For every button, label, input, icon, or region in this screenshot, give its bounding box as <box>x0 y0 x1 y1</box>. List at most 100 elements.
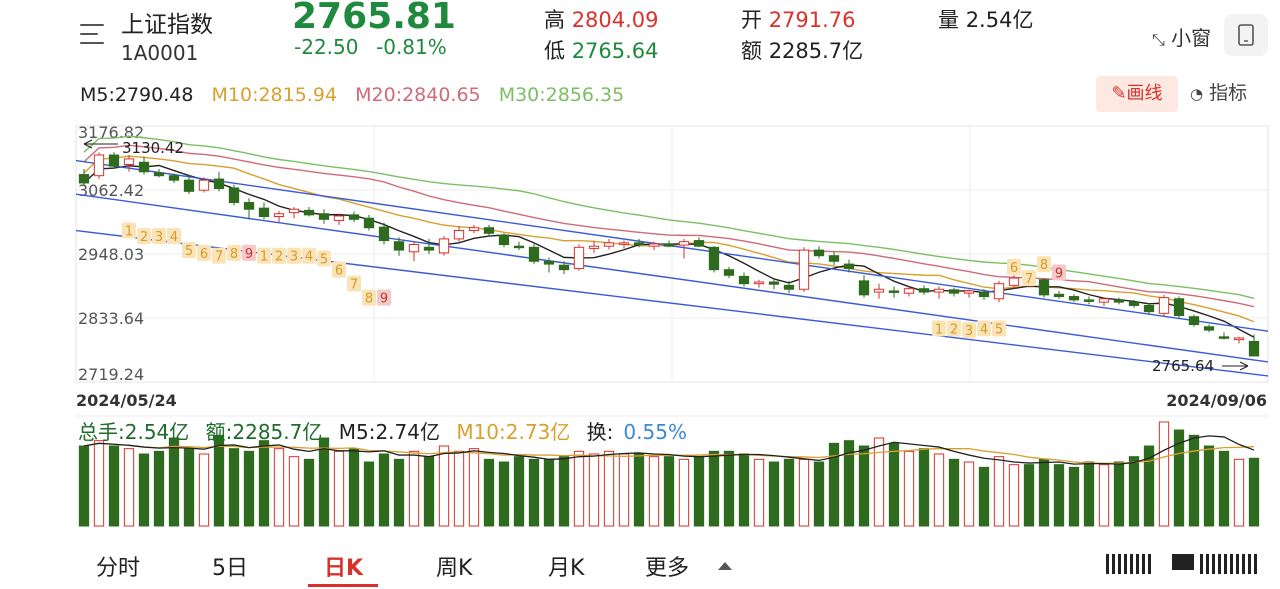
min-price-label: 2765.64 <box>1152 357 1214 375</box>
tab-more[interactable]: 更多 <box>645 556 690 581</box>
counter-label: 2 <box>275 250 283 265</box>
counter-badge <box>227 244 241 261</box>
candle-body <box>978 291 990 298</box>
volume-bar <box>693 456 705 527</box>
ma-legend: M5:2790.48 M10:2815.94 M20:2840.65 M30:2… <box>80 84 636 106</box>
volume-bar <box>603 450 615 527</box>
volume-value: 量 2.54亿 <box>938 8 1034 32</box>
counter-label: 5 <box>320 252 328 267</box>
candle-body <box>813 249 825 257</box>
open-value: 开 2791.76 <box>741 8 856 32</box>
y-tick-label: 2719.24 <box>78 365 144 384</box>
vol-ma5-line <box>83 435 1255 465</box>
candle-body <box>183 179 195 192</box>
volume-bar <box>513 456 525 527</box>
candle-body <box>393 241 405 251</box>
small-window-button[interactable]: ⤡ 小窗 <box>1152 26 1212 50</box>
menu-icon[interactable] <box>80 22 108 48</box>
counter-badge <box>932 320 946 337</box>
volume-bar <box>423 456 435 527</box>
candle-body <box>783 284 795 290</box>
candle-body <box>363 217 375 229</box>
candle-body <box>198 179 210 191</box>
volume-bar <box>1113 461 1125 527</box>
counter-label: 2 <box>950 322 958 337</box>
volume-bar <box>438 445 450 527</box>
counter-badge <box>302 247 316 264</box>
tab-intraday[interactable]: 分时 <box>96 556 141 581</box>
draw-line-button[interactable]: ✎画线 <box>1096 76 1178 112</box>
candle-body <box>738 275 750 285</box>
ma30-label: M30:2856.35 <box>498 84 625 106</box>
volume-bar <box>288 456 300 527</box>
counter-label: 6 <box>335 264 343 279</box>
counter-label: 4 <box>980 322 988 337</box>
tab-daily-k[interactable]: 日K <box>324 556 364 581</box>
volume-bar <box>768 461 780 527</box>
candle-body <box>1248 340 1260 357</box>
volume-bar <box>318 437 330 527</box>
max-price-label: 3130.42 <box>122 139 184 157</box>
volume-bar <box>78 445 90 527</box>
counter-label: 1 <box>260 250 268 265</box>
volume-bar <box>1143 445 1155 527</box>
volume-bar <box>723 450 735 527</box>
indicator-button[interactable]: ◔ 指标 <box>1190 82 1248 104</box>
counter-badge <box>137 228 151 245</box>
counter-badge <box>317 250 331 267</box>
y-tick-label: 2833.64 <box>78 309 144 328</box>
candle-body <box>1098 298 1110 303</box>
tab-weekly-k[interactable]: 周K <box>436 556 473 581</box>
counter-label: 9 <box>380 292 388 307</box>
volume-bar <box>198 453 210 527</box>
caret-up-icon[interactable] <box>718 562 732 570</box>
volume-bar <box>1248 457 1260 527</box>
candle-body <box>1188 316 1200 326</box>
x-end-date: 2024/09/06 <box>1166 391 1267 410</box>
volume-bar <box>498 461 510 527</box>
volume-bar <box>348 448 360 527</box>
counter-badge <box>1037 256 1051 273</box>
volume-bar <box>183 448 195 527</box>
candle-body <box>243 202 255 210</box>
candle-body <box>768 281 780 285</box>
tab-5day[interactable]: 5日 <box>212 556 248 581</box>
volume-bar <box>303 458 315 527</box>
counter-label: 9 <box>1055 266 1063 281</box>
volume-bar <box>108 445 120 527</box>
volume-bar <box>1158 421 1170 527</box>
volume-bar <box>1173 429 1185 527</box>
volume-bar <box>963 461 975 527</box>
candle-body <box>453 230 465 240</box>
candle-body <box>1233 337 1245 341</box>
candle-body <box>408 244 420 253</box>
candle-body <box>798 249 810 290</box>
chart-tools[interactable] <box>1100 546 1275 584</box>
y-tick-label: 2948.03 <box>78 245 144 264</box>
tab-monthly-k[interactable]: 月K <box>548 556 585 581</box>
candle-body <box>933 288 945 293</box>
volume-bar <box>843 440 855 527</box>
phone-landscape-button[interactable] <box>1224 14 1268 56</box>
candle-body <box>468 227 480 232</box>
candle-body <box>1128 301 1140 306</box>
candle-body <box>753 281 765 285</box>
volume-bar <box>588 453 600 527</box>
volume-bar <box>753 458 765 527</box>
counter-label: 7 <box>350 278 358 293</box>
candle-body <box>138 161 150 173</box>
price-change-percent: -0.81% <box>376 35 447 59</box>
volume-bar <box>393 458 405 527</box>
volume-bar <box>1233 458 1245 527</box>
candle-body <box>888 290 900 293</box>
candle-body <box>663 243 675 247</box>
volume-bar <box>168 437 180 527</box>
price-change: -22.50 <box>294 35 359 59</box>
volume-bar <box>258 440 270 527</box>
volume-bar <box>243 450 255 527</box>
counter-badge <box>377 289 391 306</box>
ma20-line <box>83 144 1255 308</box>
candle-body <box>168 175 180 181</box>
counter-badge <box>122 222 136 239</box>
